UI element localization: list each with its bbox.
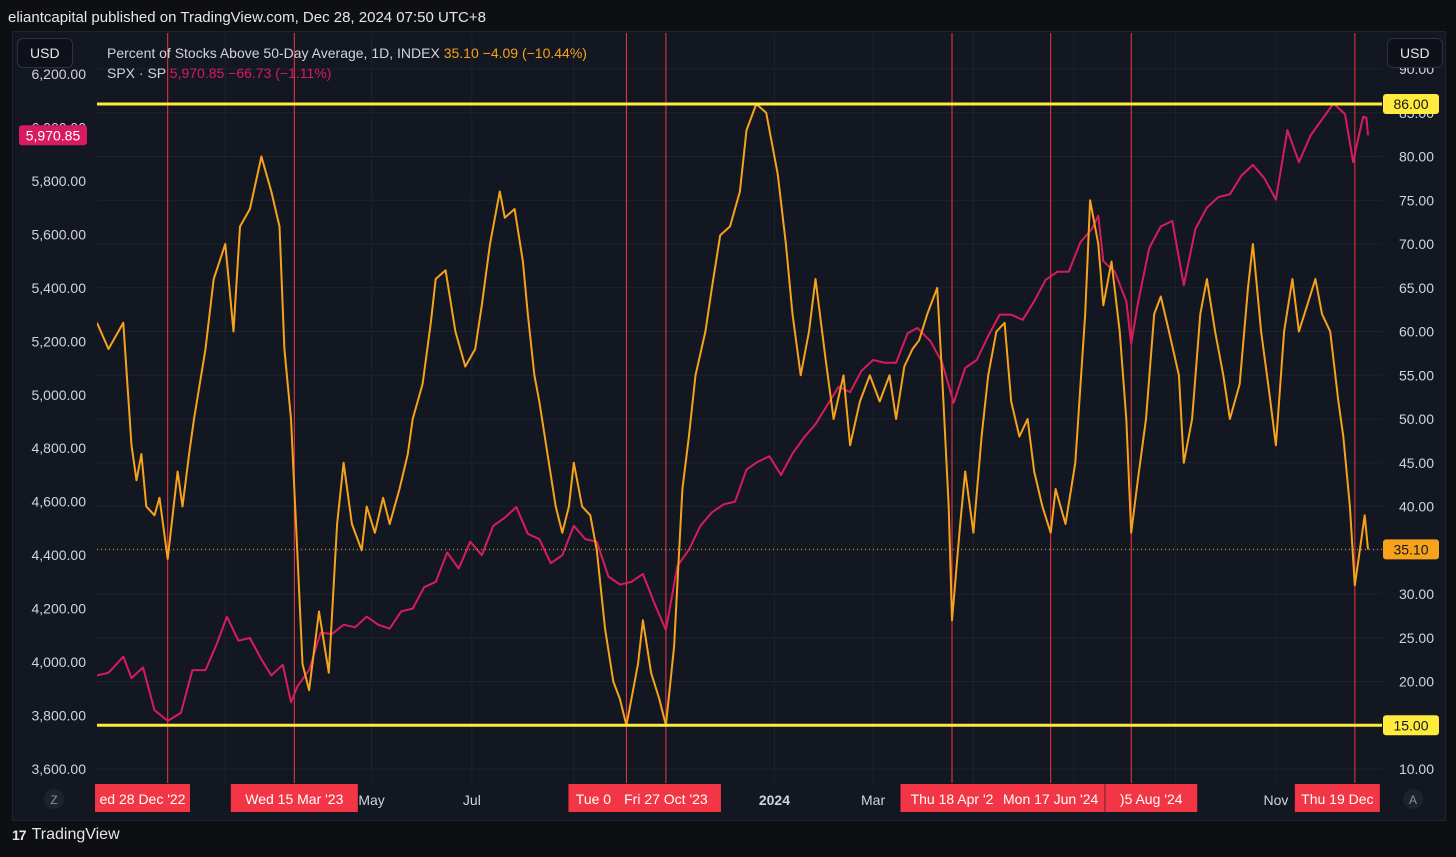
left-axis-tick: 5,400.00 — [32, 280, 87, 296]
right-axis-tick: 45.00 — [1399, 455, 1434, 471]
x-axis-label: May — [358, 792, 384, 808]
marker-date-badge: Thu 18 Apr '2 — [911, 791, 994, 807]
marker-date-badge: )5 Aug '24 — [1120, 791, 1183, 807]
right-axis-tick: 40.00 — [1399, 499, 1434, 515]
left-currency-button[interactable]: USD — [17, 38, 73, 68]
scale-z-button: Z — [50, 793, 57, 807]
legend-indicator-part: 35.10 — [444, 45, 483, 61]
marker-date-badge-bg — [900, 784, 1004, 812]
left-axis-tick: 5,200.00 — [32, 333, 87, 349]
left-axis-tick: 5,000.00 — [32, 387, 87, 403]
scale-z-button-bg — [44, 789, 64, 809]
level-label: 15.00 — [1393, 717, 1428, 733]
legend-indicator: Percent of Stocks Above 50-Day Average, … — [107, 45, 587, 61]
chart-panel — [12, 31, 1446, 821]
level-label-bg — [1383, 715, 1439, 736]
marker-date-badge-bg — [95, 784, 190, 812]
left-axis-tick: 3,600.00 — [32, 761, 87, 777]
right-axis-tick: 60.00 — [1399, 324, 1434, 340]
x-axis-label: Jul — [463, 792, 481, 808]
right-currency-button[interactable]: USD — [1387, 38, 1443, 68]
marker-date-badge: Mon 17 Jun '24 — [1003, 791, 1099, 807]
right-axis-tick: 20.00 — [1399, 674, 1434, 690]
x-axis-label: Mar — [861, 792, 885, 808]
marker-date-badge-bg — [568, 784, 619, 812]
marker-date-badge-bg — [1294, 784, 1380, 812]
scale-a-button: A — [1409, 793, 1417, 807]
marker-date-badge-bg — [1105, 784, 1198, 812]
right-axis-tick: 55.00 — [1399, 367, 1434, 383]
marker-date-badge: ed 28 Dec '22 — [100, 791, 186, 807]
footer-brand[interactable]: 17 TradingView — [12, 826, 120, 844]
left-axis-tick: 3,800.00 — [32, 708, 87, 724]
left-axis-tick: 4,600.00 — [32, 494, 87, 510]
right-axis-tick: 70.00 — [1399, 236, 1434, 252]
indicator-price-label-bg — [1383, 539, 1439, 560]
legend-indicator-part: −4.09 (−10.44%) — [483, 45, 587, 61]
right-axis-tick: 50.00 — [1399, 411, 1434, 427]
right-axis-tick: 80.00 — [1399, 149, 1434, 165]
marker-date-badge-bg — [230, 784, 358, 812]
legend-spx-part: −66.73 (−1.11%) — [228, 65, 331, 81]
left-axis-tick: 4,800.00 — [32, 440, 87, 456]
marker-date-badge-bg — [610, 784, 721, 812]
left-axis-tick: 4,400.00 — [32, 547, 87, 563]
legend-indicator-part: Percent of Stocks Above 50-Day Average, … — [107, 45, 444, 61]
spx-price-label: 5,970.85 — [26, 127, 81, 143]
left-axis-tick: 4,000.00 — [32, 654, 87, 670]
scale-a-button-bg — [1403, 789, 1423, 809]
left-axis-tick: 5,800.00 — [32, 173, 87, 189]
x-axis-label: Nov — [1263, 792, 1288, 808]
right-axis-tick: 75.00 — [1399, 192, 1434, 208]
spx-price-label-bg — [19, 125, 87, 146]
marker-date-badge: Wed 15 Mar '23 — [245, 791, 343, 807]
marker-date-badge: Tue 0 — [576, 791, 611, 807]
indicator-series-line — [97, 103, 1369, 727]
indicator-price-label: 35.10 — [1393, 541, 1428, 557]
legend-spx-part: 5,970.85 — [170, 65, 228, 81]
left-axis-tick: 6,200.00 — [32, 66, 87, 82]
footer-brand-label: TradingView — [31, 826, 120, 843]
right-axis-tick: 30.00 — [1399, 586, 1434, 602]
right-axis-tick: 65.00 — [1399, 280, 1434, 296]
marker-date-badge-bg — [996, 784, 1105, 812]
publish-info: eliantcapital published on TradingView.c… — [8, 9, 486, 26]
left-axis-tick: 5,600.00 — [32, 226, 87, 242]
right-axis-tick: 25.00 — [1399, 630, 1434, 646]
spx-series-line — [97, 102, 1369, 722]
marker-date-badge: Fri 27 Oct '23 — [624, 791, 708, 807]
tradingview-logo-icon: 17 — [12, 827, 27, 843]
legend-spx-part: SPX · SP — [107, 65, 170, 81]
marker-date-badge: Thu 19 Dec — [1301, 791, 1373, 807]
left-axis-tick: 4,200.00 — [32, 601, 87, 617]
level-label-bg — [1383, 94, 1439, 114]
legend-spx: SPX · SP 5,970.85 −66.73 (−1.11%) — [107, 65, 331, 81]
x-axis-label: 2024 — [759, 792, 790, 808]
right-axis-tick: 10.00 — [1399, 761, 1434, 777]
level-label: 86.00 — [1393, 96, 1428, 112]
